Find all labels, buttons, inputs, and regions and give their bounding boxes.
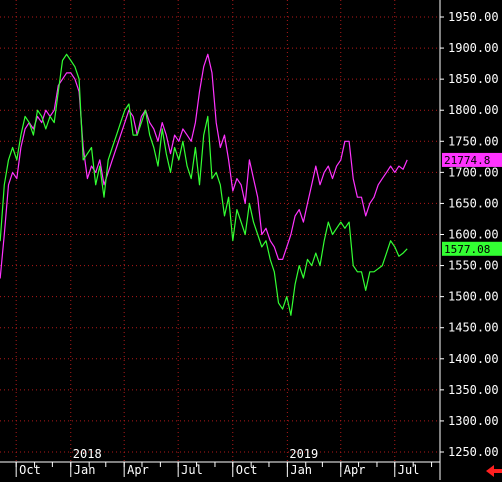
y-tick-label: 1300.00 — [448, 414, 499, 428]
last-value-badge — [442, 241, 502, 256]
y-tick-label: 1900.00 — [448, 41, 499, 55]
last-value-label: 1577.08 — [444, 243, 490, 256]
y-tick-label: 1950.00 — [448, 10, 499, 24]
left-arrow-shape[interactable] — [486, 465, 502, 477]
y-tick-label: 1800.00 — [448, 103, 499, 117]
last-value-label: 21774.8 — [444, 154, 490, 167]
x-tick-label: Jul — [398, 463, 420, 477]
series-lines — [0, 53, 408, 316]
y-tick-label: 1850.00 — [448, 72, 499, 86]
x-tick-label: Apr — [127, 463, 149, 477]
series-line-1 — [0, 53, 408, 316]
series-line-0 — [0, 53, 408, 279]
y-tick-label: 1750.00 — [448, 134, 499, 148]
year-label: 2018 — [73, 447, 102, 461]
x-tick-label: Oct — [19, 463, 41, 477]
axes — [0, 0, 444, 480]
y-tick-label: 1550.00 — [448, 259, 499, 273]
x-tick-label: Jan — [290, 463, 312, 477]
x-tick-label: Apr — [344, 463, 366, 477]
last-value-badges: 21774.8 1577.08 — [442, 152, 502, 256]
x-tick-label: Oct — [236, 463, 258, 477]
y-tick-label: 1250.00 — [448, 445, 499, 459]
x-axis-labels: 2018 2019 Oct Jan Apr Jul Oct Jan Apr Jul — [19, 447, 419, 477]
y-tick-label: 1700.00 — [448, 165, 499, 179]
y-axis-labels: 1250.00 1300.00 1350.00 1400.00 1450.00 1500.… — [448, 10, 499, 459]
y-tick-label: 1450.00 — [448, 321, 499, 335]
last-value-badge — [442, 152, 502, 167]
left-arrow-icon[interactable] — [486, 465, 502, 477]
y-tick-label: 1350.00 — [448, 383, 499, 397]
x-tick-label: Jan — [74, 463, 96, 477]
grid — [0, 0, 440, 462]
y-tick-label: 1500.00 — [448, 290, 499, 304]
y-tick-label: 1600.00 — [448, 228, 499, 242]
year-label: 2019 — [289, 447, 318, 461]
y-tick-label: 1650.00 — [448, 196, 499, 210]
x-tick-label: Jul — [181, 463, 203, 477]
y-tick-label: 1400.00 — [448, 352, 499, 366]
